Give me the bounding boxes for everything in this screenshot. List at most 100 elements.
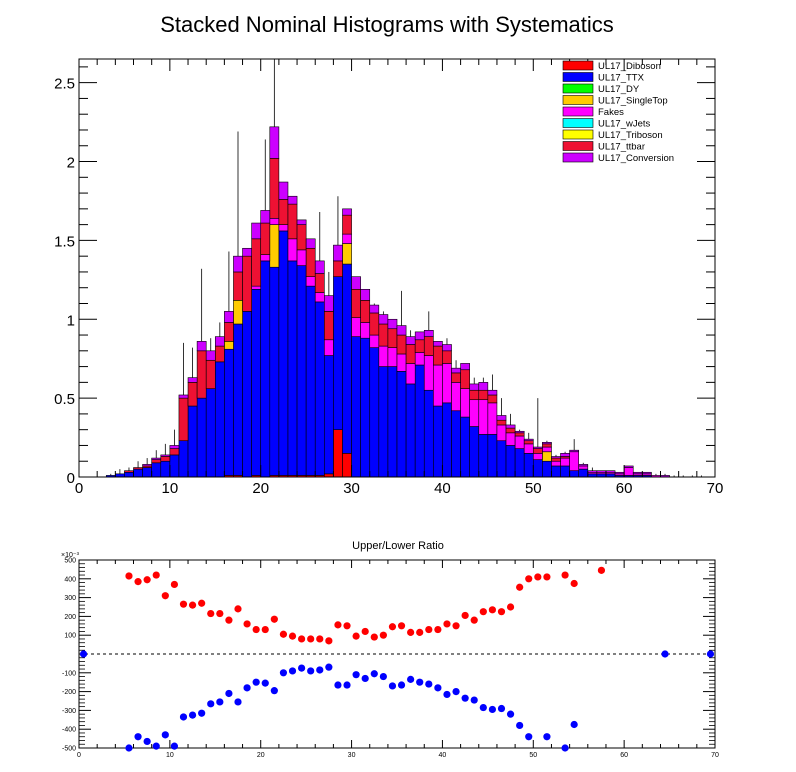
bar-ul17-ttbar-bin-9: [187, 382, 198, 407]
bar-ul17-ttx-bin-44: [505, 445, 516, 478]
ratio-point-lower-45: [525, 733, 533, 741]
bar-fakes-bin-30: [378, 345, 389, 367]
bar-ul17-ttbar-bin-22: [305, 247, 316, 277]
bar-ul17-conversion-bin-46: [523, 438, 534, 442]
bar-ul17-ttx-bin-25: [333, 276, 343, 430]
ratio-point-lower-27: [361, 674, 369, 683]
bar-ul17-conversion-bin-10: [196, 341, 207, 352]
ratio-point-lower-28: [370, 670, 378, 678]
ratio-y-tick-label: 100: [64, 633, 76, 640]
bar-ul17-ttbar-bin-49: [551, 457, 561, 462]
bar-ul17-conversion-bin-47: [532, 446, 543, 449]
bar-ul17-conversion-bin-22: [305, 238, 316, 249]
bar-ul17-ttbar-bin-15: [242, 255, 252, 312]
ratio-point-lower-22: [316, 666, 324, 674]
ratio-y-tick-label: 400: [64, 576, 76, 583]
ratio-x-tick-label: 70: [711, 752, 719, 759]
bar-ul17-conversion-bin-35: [423, 330, 434, 337]
ratio-y-tick-label: -300: [62, 708, 76, 715]
bar-ul17-conversion-bin-42: [487, 389, 498, 396]
bar-ul17-ttbar-bin-23: [314, 273, 325, 293]
bar-ul17-ttbar-bin-7: [169, 448, 180, 456]
ratio-point-lower-41: [488, 705, 496, 714]
bar-fakes-bin-57: [623, 467, 634, 476]
ratio-point-upper-13: [243, 620, 251, 628]
bar-ul17-ttbar-bin-44: [505, 427, 516, 434]
ratio-point-lower-44: [516, 721, 524, 730]
x-tick-label: 20: [252, 480, 269, 497]
bar-fakes-bin-33: [405, 363, 416, 385]
ratio-point-upper-12: [234, 605, 242, 613]
legend-swatch-ul17-dy: [562, 83, 594, 94]
bar-ul17-ttx-bin-16: [251, 288, 262, 476]
bar-ul17-ttbar-bin-25: [333, 260, 343, 277]
ratio-point-upper-39: [479, 608, 487, 616]
bar-ul17-conversion-bin-41: [478, 382, 489, 391]
ratio-point-lower-4: [152, 742, 160, 750]
ratio-point-upper-34: [434, 625, 442, 634]
bar-ul17-ttbar-bin-33: [405, 344, 416, 364]
bar-ul17-ttbar-bin-34: [414, 339, 425, 353]
bar-ul17-conversion-bin-4: [142, 464, 152, 467]
bar-ul17-singletop-bin-18: [269, 224, 280, 268]
ratio-point-lower-10: [207, 700, 215, 708]
ratio-point-lower-1: [125, 744, 133, 752]
bar-ul17-conversion-bin-32: [396, 325, 407, 336]
legend-swatch-ul17-conversion: [562, 152, 594, 163]
bar-ul17-ttbar-bin-35: [423, 336, 434, 356]
bar-fakes-bin-45: [514, 435, 525, 449]
bar-ul17-conversion-bin-49: [551, 456, 561, 459]
ratio-x-tick-label: 60: [620, 752, 628, 759]
bar-ul17-conversion-bin-55: [605, 470, 616, 473]
ratio-point-upper-19: [298, 635, 306, 643]
ratio-point-upper-49: [597, 566, 606, 574]
bar-ul17-conversion-bin-7: [169, 445, 180, 449]
bar-ul17-ttbar-bin-26: [342, 214, 352, 235]
bar-ul17-conversion-bin-40: [469, 383, 480, 391]
ratio-point-upper-38: [470, 616, 478, 624]
bar-ul17-conversion-bin-38: [451, 367, 461, 374]
ratio-point-upper-46: [543, 573, 551, 581]
ratio-point-upper-40: [488, 606, 496, 614]
ratio-point-upper-15: [261, 625, 269, 634]
bar-ul17-conversion-bin-57: [623, 465, 634, 468]
bar-fakes-bin-32: [396, 353, 407, 372]
legend-label-ul17-diboson: UL17_Diboson: [598, 61, 661, 72]
ratio-x-tick-label: 40: [439, 752, 447, 759]
ratio-y-tick-label: -400: [62, 727, 76, 734]
bar-ul17-ttbar-bin-42: [487, 394, 498, 404]
bar-fakes-bin-35: [423, 355, 434, 391]
bar-ul17-ttx-bin-30: [378, 366, 389, 478]
bar-ul17-ttx-bin-31: [387, 366, 398, 478]
x-tick-label: 70: [707, 480, 724, 497]
bar-ul17-ttx-bin-10: [196, 397, 207, 478]
ratio-point-lower-31: [397, 681, 406, 689]
y-tick-label: 2: [67, 155, 75, 172]
bar-ul17-conversion-bin-45: [514, 430, 525, 434]
bar-ul17-ttbar-bin-6: [160, 456, 171, 462]
bar-ul17-ttx-bin-36: [433, 405, 443, 478]
ratio-point-lower-26: [352, 671, 360, 679]
bar-fakes-bin-46: [523, 443, 534, 454]
bar-ul17-ttbar-bin-3: [133, 467, 143, 470]
ratio-point-lower-30: [388, 682, 397, 690]
bar-ul17-singletop-bin-48: [542, 451, 552, 462]
bar-ul17-conversion-bin-21: [296, 219, 307, 225]
bar-fakes-bin-29: [369, 334, 380, 348]
ratio-point-lower-12: [225, 689, 233, 698]
bar-ul17-conversion-bin-36: [433, 341, 443, 347]
bar-ul17-ttbar-bin-47: [532, 448, 543, 454]
bar-fakes-bin-38: [451, 382, 461, 412]
bar-fakes-bin-42: [487, 402, 498, 435]
legend-swatch-ul17-ttbar: [562, 141, 594, 151]
bar-ul17-conversion-bin-23: [314, 260, 325, 274]
bar-ul17-ttx-bin-28: [360, 337, 371, 478]
bar-fakes-bin-21: [296, 249, 307, 266]
bar-fakes-bin-24: [324, 339, 334, 356]
legend-swatch-ul17-ttx: [562, 72, 594, 82]
bar-ul17-ttx-bin-26: [342, 263, 352, 454]
bar-ul17-ttbar-bin-11: [205, 359, 216, 389]
x-tick-label: 60: [616, 480, 633, 497]
bar-ul17-ttx-bin-46: [523, 453, 534, 478]
ratio-point-lower-36: [443, 690, 451, 699]
